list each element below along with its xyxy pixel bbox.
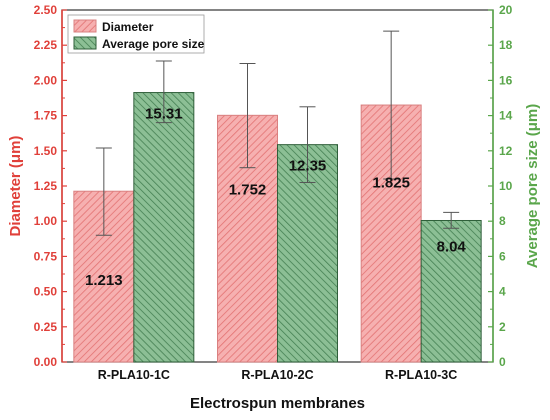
y-left-tick-label: 1.75 [34,109,58,123]
y-left-tick-label: 0.25 [34,320,58,334]
y-left-tick-label: 0.50 [34,285,58,299]
y-right-tick-label: 16 [499,73,513,87]
data-label: 1.825 [372,174,410,191]
legend-swatch [73,19,97,33]
data-label: 1.752 [229,181,267,198]
data-label: 15.31 [145,106,183,123]
data-label: 1.213 [85,272,123,289]
y-right-tick-label: 20 [499,3,513,17]
legend-label: Average pore size [102,37,205,51]
y-right-tick-label: 14 [499,109,513,123]
y-right-tick-label: 18 [499,38,513,52]
x-axis-title: Electrospun membranes [190,395,365,412]
y-left-tick-label: 0.75 [34,249,58,263]
y-right-tick-label: 4 [499,285,506,299]
y-left-tick-label: 2.25 [34,38,58,52]
data-label: 8.04 [437,238,467,255]
y-left-tick-label: 0.00 [34,355,58,369]
y-axis-right-title: Average pore size (μm) [524,104,541,269]
y-left-tick-label: 2.50 [34,3,58,17]
bar-average-pore-size [133,92,195,363]
y-right-tick-label: 12 [499,144,513,158]
legend-swatch [73,36,97,50]
y-axis-left-title: Diameter (μm) [7,136,24,237]
x-tick-label: R-PLA10-3C [385,368,457,382]
y-right-tick-label: 10 [499,179,513,193]
y-left-tick-label: 1.25 [34,179,58,193]
plot-area: 0.00 0.25 0.50 0.75 1.00 1.25 1.50 1.75 2.00 2.25… [34,3,513,382]
data-label: 12.35 [289,158,327,175]
bar-average-pore-size [420,219,482,363]
y-right-tick-label: 2 [499,320,506,334]
y-left-tick-label: 2.00 [34,73,58,87]
y-left-tick-label: 1.00 [34,214,58,228]
y-right-tick-label: 6 [499,249,506,263]
x-tick-label: R-PLA10-2C [241,368,313,382]
y-right-tick-label: 0 [499,355,506,369]
y-right-tick-label: 8 [499,214,506,228]
x-tick-label: R-PLA10-1C [98,368,170,382]
y-left-tick-label: 1.50 [34,144,58,158]
legend-label: Diameter [102,20,154,34]
